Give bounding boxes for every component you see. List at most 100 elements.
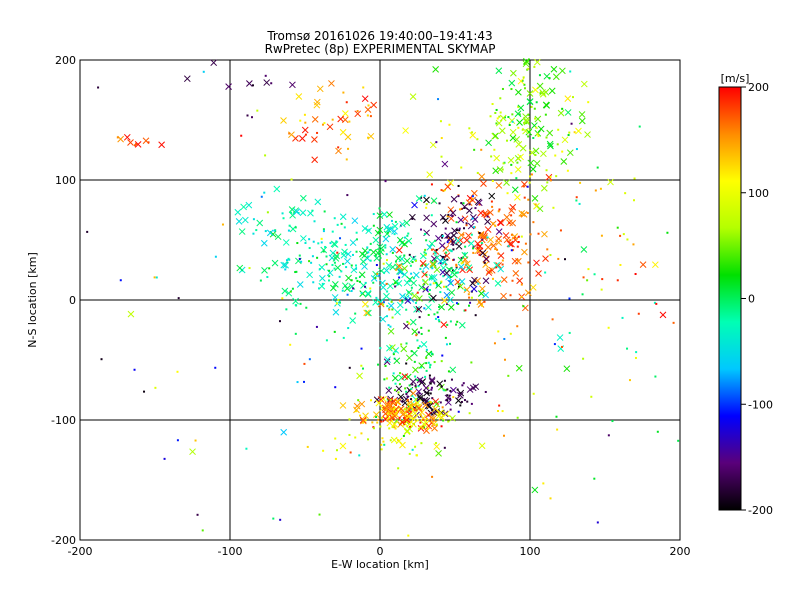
data-point-dot xyxy=(419,413,422,416)
data-point-dot xyxy=(622,233,625,236)
data-point-dot xyxy=(358,454,361,457)
data-point-dot xyxy=(465,222,468,225)
data-point-dot xyxy=(433,361,436,364)
data-point-cross xyxy=(508,240,515,248)
data-point-dot xyxy=(97,86,100,89)
data-point-dot xyxy=(421,408,424,411)
data-point-dot xyxy=(263,191,266,194)
data-point-dot xyxy=(445,285,448,288)
data-point-dot xyxy=(484,390,487,393)
data-point-dot xyxy=(359,414,362,417)
data-point-cross xyxy=(511,257,519,265)
data-point-cross xyxy=(383,358,391,366)
data-point-dot xyxy=(392,372,395,375)
data-point-cross xyxy=(566,149,574,157)
data-point-dot xyxy=(376,272,379,275)
data-point-dot xyxy=(391,308,394,311)
data-point-dot xyxy=(289,343,292,346)
data-point-dot xyxy=(372,224,375,227)
data-point-cross xyxy=(550,65,558,73)
data-point-dot xyxy=(677,439,680,442)
data-point-dot xyxy=(361,367,364,370)
data-point-cross xyxy=(386,344,393,352)
data-point-cross xyxy=(418,408,426,416)
data-point-cross xyxy=(546,140,554,148)
data-point-dot xyxy=(575,196,578,199)
data-point-dot xyxy=(429,392,432,395)
data-point-dot xyxy=(586,279,589,282)
data-point-cross xyxy=(523,118,531,126)
data-point-cross xyxy=(507,156,515,164)
data-point-dot xyxy=(438,202,441,205)
data-point-cross xyxy=(387,402,394,410)
data-point-cross xyxy=(344,133,352,141)
data-point-dot xyxy=(568,297,571,300)
data-point-cross xyxy=(651,261,659,269)
data-point-dot xyxy=(469,301,472,304)
data-point-cross xyxy=(509,128,517,136)
data-point-dot xyxy=(264,154,267,157)
data-point-cross xyxy=(405,410,413,418)
data-point-cross xyxy=(546,129,554,137)
data-point-dot xyxy=(502,434,505,437)
data-point-dot xyxy=(321,282,324,285)
data-point-cross xyxy=(436,380,444,388)
data-point-cross xyxy=(330,284,337,292)
data-point-dot xyxy=(435,423,438,426)
y-tick-label: 0 xyxy=(69,294,76,307)
data-point-dot xyxy=(459,404,462,407)
data-point-cross xyxy=(540,150,547,158)
data-point-dot xyxy=(289,290,292,293)
data-point-dot xyxy=(133,144,136,147)
data-point-dot xyxy=(440,385,443,388)
data-point-cross xyxy=(522,60,530,68)
data-point-dot xyxy=(415,259,418,262)
data-point-dot xyxy=(503,116,506,119)
data-point-cross xyxy=(457,263,465,271)
data-point-dot xyxy=(451,214,454,217)
data-point-dot xyxy=(462,382,465,385)
x-tick-label: -100 xyxy=(218,545,243,558)
data-point-cross xyxy=(495,182,503,189)
data-point-dot xyxy=(333,267,336,270)
y-axis-ticks: -200 -100 0 100 200 xyxy=(51,54,680,547)
data-point-dot xyxy=(335,302,338,305)
data-point-dot xyxy=(328,279,331,282)
data-point-dot xyxy=(367,136,370,139)
data-point-cross xyxy=(466,386,474,393)
data-point-dot xyxy=(526,185,529,188)
data-point-dot xyxy=(177,297,180,300)
data-point-dot xyxy=(260,195,263,198)
data-point-dot xyxy=(471,217,474,220)
data-point-dot xyxy=(391,408,394,411)
data-point-cross xyxy=(447,179,454,187)
data-point-dot xyxy=(441,256,444,259)
data-point-dot xyxy=(401,400,404,403)
data-point-dot xyxy=(411,409,414,412)
data-point-dot xyxy=(387,324,390,327)
data-point-dot xyxy=(417,385,420,388)
data-point-dot xyxy=(433,251,436,254)
data-point-cross xyxy=(484,243,492,251)
data-point-cross xyxy=(529,284,537,291)
data-point-dot xyxy=(372,213,375,216)
data-point-dot xyxy=(593,273,596,276)
data-point-dot xyxy=(472,245,475,248)
data-point-cross xyxy=(417,425,425,432)
data-point-cross xyxy=(413,306,420,313)
data-point-cross xyxy=(301,126,309,134)
data-point-cross xyxy=(280,428,288,436)
data-point-dot xyxy=(369,242,372,245)
data-point-cross xyxy=(537,125,545,133)
data-point-dot xyxy=(422,399,425,402)
data-point-dot xyxy=(465,224,468,227)
data-point-dot xyxy=(429,283,432,286)
data-point-cross xyxy=(394,308,401,316)
data-point-dot xyxy=(493,148,496,151)
data-point-cross xyxy=(410,279,418,287)
data-point-dot xyxy=(318,513,321,516)
data-point-cross xyxy=(443,410,450,418)
data-point-dot xyxy=(451,240,454,243)
data-point-dot xyxy=(355,277,358,280)
data-point-dot xyxy=(497,210,500,213)
